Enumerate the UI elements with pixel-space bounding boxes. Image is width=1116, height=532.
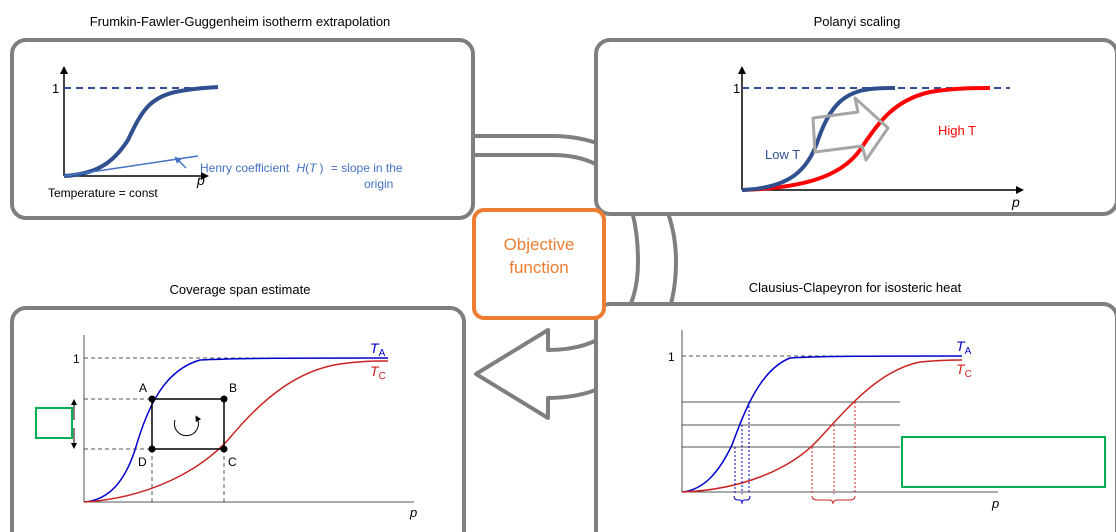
panel-top-left-frame xyxy=(10,38,475,220)
y-tick-1: 1 xyxy=(733,81,740,96)
henry-annotation: Henry coefficient H(T) = slope in the xyxy=(200,161,403,175)
tc-label-sub: C xyxy=(379,371,386,382)
x-axis-label: p xyxy=(991,496,999,511)
placeholder-box xyxy=(35,407,73,439)
panel-top-right xyxy=(594,38,1116,216)
y-tick-1: 1 xyxy=(73,352,80,366)
tc-label: TC xyxy=(956,361,972,380)
henry-text: Henry coefficient xyxy=(200,161,290,175)
x-axis-label: p xyxy=(196,172,205,188)
ta-curve xyxy=(681,355,963,493)
henry-paren-close: ) xyxy=(320,161,324,175)
henry-paren-open: ( xyxy=(305,161,309,175)
panel-top-left xyxy=(10,38,475,220)
tc-label: TC xyxy=(370,363,386,382)
ta-label-sub: A xyxy=(965,346,972,357)
ta-label-sub: A xyxy=(379,348,386,359)
point-d-label: D xyxy=(138,455,147,469)
condition-label: Temperature = const xyxy=(48,186,158,200)
annotation-pointer xyxy=(174,156,187,169)
title-top-right: Polanyi scaling xyxy=(814,14,901,29)
cycle-rectangle xyxy=(151,398,225,450)
point-a-dot xyxy=(148,395,156,403)
point-c-label: C xyxy=(228,455,237,469)
panel-bottom-left xyxy=(10,306,466,532)
point-b-dot xyxy=(220,395,228,403)
point-d-dot xyxy=(148,445,156,453)
point-a-label: A xyxy=(139,381,147,395)
tc-label-sub: C xyxy=(965,369,972,380)
henry-h: H xyxy=(297,161,306,175)
high-t-label: High T xyxy=(938,123,976,138)
objective-function-box xyxy=(472,208,606,320)
henry-origin: origin xyxy=(364,177,393,191)
title-bottom-right: Clausius-Clapeyron for isosteric heat xyxy=(749,280,962,295)
objective-line-1: Objective xyxy=(504,235,575,254)
y-tick-1: 1 xyxy=(52,81,59,96)
title-top-left: Frumkin-Fawler-Guggenheim isotherm extra… xyxy=(90,14,391,29)
red-brace xyxy=(811,495,856,505)
high-t-curve xyxy=(741,86,991,192)
point-b-label: B xyxy=(229,381,237,395)
henry-slope: = slope in the xyxy=(331,161,403,175)
y-tick-1: 1 xyxy=(668,350,675,364)
ta-label-t: T xyxy=(956,338,966,354)
rotation-arrow xyxy=(173,415,202,437)
title-bottom-left: Coverage span estimate xyxy=(170,282,311,297)
panel-bottom-right xyxy=(594,302,1116,532)
objective-line-2: function xyxy=(509,258,569,277)
tc-label-t: T xyxy=(370,363,380,379)
ta-label: TA xyxy=(956,338,972,357)
tc-curve xyxy=(681,359,963,493)
placeholder-box xyxy=(901,436,1106,488)
blue-brace xyxy=(733,495,751,505)
x-axis-label: p xyxy=(1011,194,1020,210)
ta-label: TA xyxy=(370,340,386,359)
tc-label-t: T xyxy=(956,361,966,377)
ta-label-t: T xyxy=(370,340,380,356)
panel-bottom-right-frame xyxy=(594,302,1116,532)
low-t-curve xyxy=(741,86,896,192)
panel-bottom-left-frame xyxy=(10,306,466,532)
shift-arrow xyxy=(811,96,890,162)
isotherm-curve xyxy=(63,85,219,178)
point-c-dot xyxy=(220,445,228,453)
tc-curve xyxy=(83,360,389,503)
ta-curve xyxy=(83,357,389,503)
low-t-label: Low T xyxy=(765,147,800,162)
henry-t: T xyxy=(309,161,318,175)
panel-top-right-frame xyxy=(594,38,1116,216)
x-axis-label: p xyxy=(409,505,417,520)
